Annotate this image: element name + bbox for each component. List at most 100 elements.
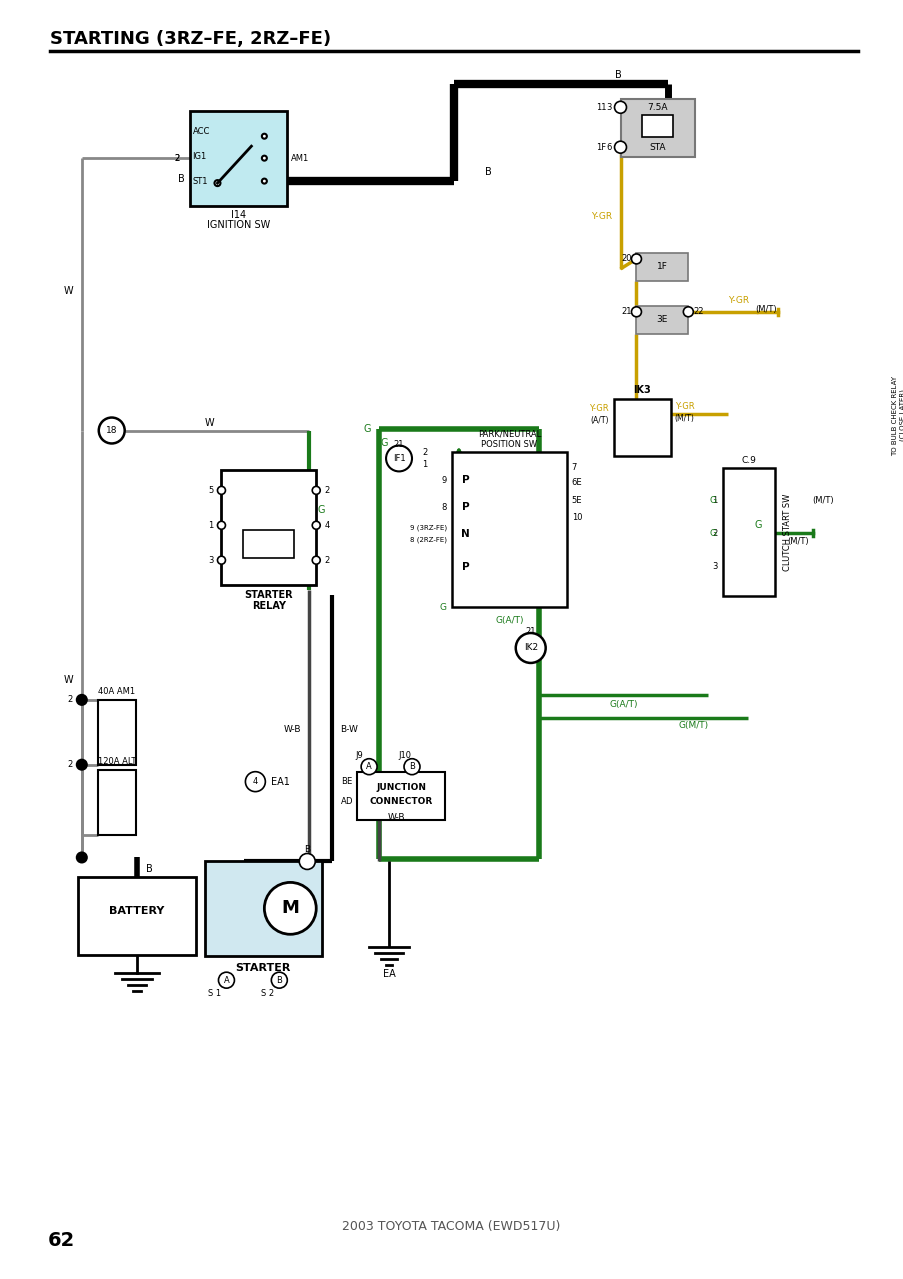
Circle shape (386, 445, 412, 472)
Bar (642, 115, 673, 137)
Text: EA1: EA1 (271, 776, 290, 787)
Text: 8: 8 (441, 503, 446, 512)
Text: AM1: AM1 (291, 153, 309, 162)
Text: 2003 TOYOTA TACOMA (EWD517U): 2003 TOYOTA TACOMA (EWD517U) (341, 1220, 560, 1233)
Circle shape (516, 633, 545, 663)
Text: S 1: S 1 (208, 989, 221, 998)
Text: 11: 11 (595, 102, 606, 111)
Text: 20: 20 (620, 255, 631, 263)
Text: 1: 1 (712, 496, 716, 505)
Text: 9 (3RZ-FE): 9 (3RZ-FE) (409, 524, 446, 531)
Text: 10: 10 (571, 513, 582, 522)
Circle shape (404, 758, 420, 775)
Bar (221, 471, 316, 585)
Text: B: B (614, 70, 621, 81)
Text: 6E: 6E (571, 478, 582, 487)
Bar (204, 862, 321, 957)
Circle shape (360, 758, 377, 775)
Text: G: G (709, 528, 715, 537)
Text: Y-GR: Y-GR (588, 404, 608, 413)
Text: B: B (485, 168, 491, 177)
Text: 2: 2 (68, 760, 73, 769)
Text: P: P (461, 563, 470, 572)
Text: 5: 5 (208, 486, 213, 495)
Circle shape (77, 853, 87, 862)
Text: BATTERY: BATTERY (109, 907, 164, 916)
Circle shape (312, 522, 320, 530)
Bar (243, 531, 294, 558)
Text: 2: 2 (324, 555, 329, 565)
Text: 7: 7 (571, 463, 576, 472)
Text: (A/T): (A/T) (590, 416, 608, 425)
Bar (722, 468, 774, 596)
Circle shape (262, 134, 266, 138)
Text: POSITION SW: POSITION SW (480, 440, 536, 449)
Text: P: P (461, 503, 470, 513)
Text: 2: 2 (174, 153, 180, 162)
Text: 2: 2 (712, 528, 716, 537)
Circle shape (98, 417, 125, 444)
Text: (M/T): (M/T) (811, 496, 833, 505)
Text: W-B: W-B (284, 725, 301, 734)
Text: CLUTCH START SW: CLUTCH START SW (782, 494, 791, 570)
Text: 1: 1 (422, 460, 427, 469)
Text: 1F: 1F (596, 143, 606, 152)
Circle shape (271, 972, 287, 989)
Circle shape (312, 556, 320, 564)
Text: STARTER: STARTER (245, 590, 293, 600)
Circle shape (214, 180, 220, 187)
Text: 2: 2 (68, 696, 73, 705)
Text: N: N (461, 530, 470, 540)
Text: B: B (303, 845, 310, 854)
Bar (613, 399, 671, 457)
Text: (M/T): (M/T) (755, 306, 776, 315)
Text: IK2: IK2 (523, 643, 537, 652)
Text: G(A/T): G(A/T) (609, 701, 637, 710)
Text: G: G (363, 423, 371, 434)
Text: 21: 21 (394, 440, 404, 449)
Text: W: W (204, 417, 214, 427)
Text: IK3: IK3 (633, 385, 650, 395)
Text: IGNITION SW: IGNITION SW (207, 220, 270, 230)
Text: IF1: IF1 (392, 454, 405, 463)
Text: 2: 2 (174, 153, 180, 162)
Text: B-W: B-W (340, 725, 358, 734)
Text: W: W (63, 285, 73, 295)
Circle shape (218, 522, 225, 530)
Text: CONNECTOR: CONNECTOR (369, 797, 433, 806)
Text: 120A ALT: 120A ALT (98, 757, 135, 766)
Text: M: M (281, 899, 299, 917)
Text: 1: 1 (290, 177, 295, 185)
Text: 3: 3 (711, 561, 716, 570)
Text: 62: 62 (48, 1232, 75, 1250)
Text: B: B (409, 762, 414, 771)
Text: 1: 1 (208, 521, 213, 530)
Text: W: W (63, 675, 73, 684)
Bar (636, 306, 687, 334)
Text: G(A/T): G(A/T) (495, 615, 523, 624)
Text: 2: 2 (422, 448, 427, 457)
Text: 3: 3 (208, 555, 213, 565)
Text: 40A AM1: 40A AM1 (98, 687, 135, 696)
Circle shape (312, 486, 320, 495)
Circle shape (218, 486, 225, 495)
Text: 8 (2RZ-FE): 8 (2RZ-FE) (409, 537, 446, 544)
Circle shape (299, 853, 315, 870)
Text: A: A (341, 797, 347, 806)
Circle shape (631, 255, 641, 263)
Text: 22: 22 (693, 307, 703, 316)
Circle shape (683, 307, 693, 317)
Text: D: D (344, 797, 350, 806)
Text: (M/T): (M/T) (787, 537, 808, 546)
Bar (78, 877, 195, 955)
Text: ST1: ST1 (192, 177, 208, 185)
Text: I14: I14 (230, 210, 246, 220)
Circle shape (262, 179, 266, 184)
Text: A: A (366, 762, 371, 771)
Text: 1F: 1F (656, 262, 667, 271)
Text: STA: STA (649, 143, 666, 152)
Circle shape (77, 760, 87, 770)
Circle shape (614, 101, 626, 114)
Text: EA: EA (382, 969, 395, 980)
Text: B: B (276, 976, 282, 985)
